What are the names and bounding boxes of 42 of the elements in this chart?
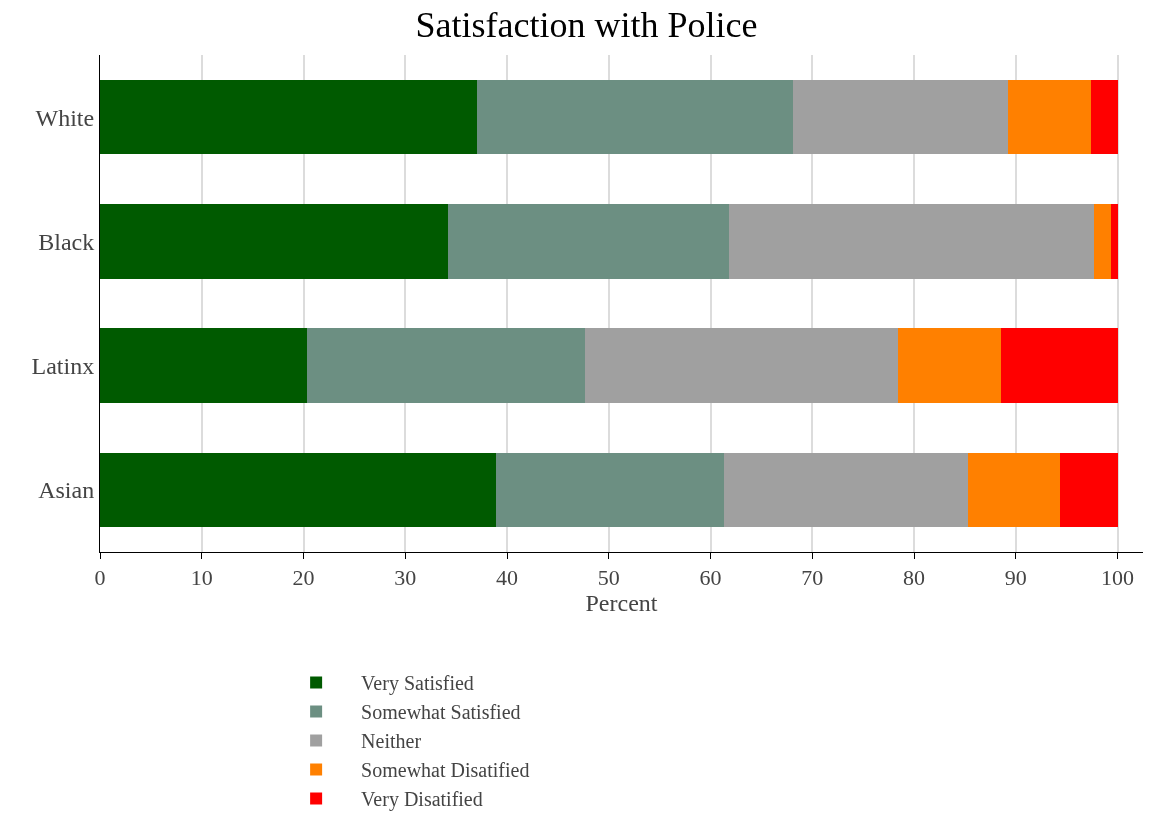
bar bbox=[448, 204, 729, 279]
bar bbox=[897, 328, 1001, 403]
bar bbox=[1000, 328, 1118, 403]
bar bbox=[1007, 79, 1092, 155]
bar bbox=[100, 79, 477, 155]
legend-label: Neither bbox=[361, 730, 422, 753]
x-tick-label: 70 bbox=[801, 565, 824, 591]
x-tick-label: 30 bbox=[394, 565, 417, 591]
x-tick-label: 60 bbox=[699, 565, 722, 591]
bar bbox=[495, 452, 724, 528]
bar bbox=[1091, 79, 1118, 155]
x-tick-label: 100 bbox=[1101, 565, 1135, 591]
bar bbox=[100, 328, 307, 403]
bar bbox=[100, 452, 496, 528]
y-tick-label: Black bbox=[38, 228, 95, 255]
x-tick-label: 50 bbox=[597, 565, 620, 591]
legend-label: Very Satisfied bbox=[361, 672, 474, 696]
bar bbox=[967, 452, 1060, 528]
legend-label: Somewhat Satisfied bbox=[361, 701, 521, 724]
bar bbox=[1111, 204, 1118, 279]
x-tick-label: 90 bbox=[1004, 565, 1027, 591]
bar bbox=[728, 204, 1095, 279]
bar bbox=[476, 79, 793, 155]
x-tick-label: 80 bbox=[903, 565, 926, 591]
bar bbox=[100, 204, 449, 279]
bar bbox=[723, 452, 968, 528]
y-tick-label: Latinx bbox=[31, 353, 95, 380]
bar bbox=[1094, 204, 1112, 279]
y-tick-label: Asian bbox=[38, 477, 95, 504]
x-tick-label: 20 bbox=[292, 565, 315, 591]
chart-title: Satisfaction with Police bbox=[415, 5, 758, 46]
legend-label: Very Disatified bbox=[361, 788, 483, 812]
legend-label: Somewhat Disatified bbox=[361, 759, 530, 782]
y-tick-label: White bbox=[35, 104, 95, 131]
x-tick-label: 0 bbox=[94, 565, 106, 591]
x-tick-label: 10 bbox=[190, 565, 213, 591]
bar bbox=[306, 328, 586, 403]
bar bbox=[792, 79, 1008, 155]
x-tick-label: 40 bbox=[496, 565, 519, 591]
bar bbox=[585, 328, 898, 403]
x-axis-title: Percent bbox=[585, 590, 658, 617]
bar bbox=[1059, 452, 1118, 528]
